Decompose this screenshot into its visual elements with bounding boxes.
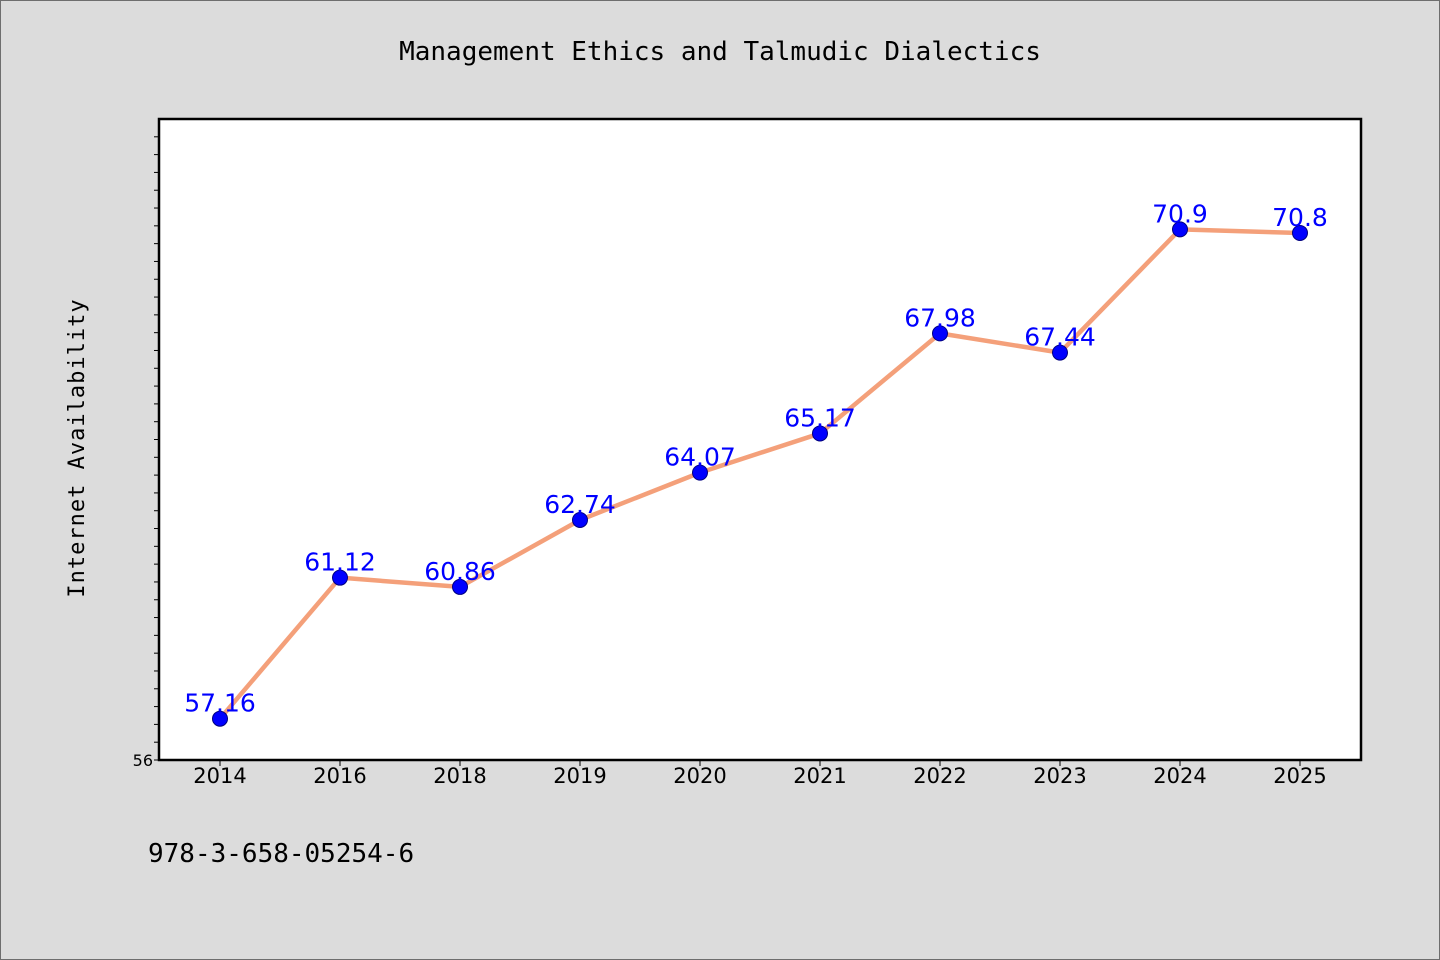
data-point [812, 425, 828, 442]
plot-area [157, 117, 1363, 762]
y-axis-label: Internet Availability [65, 298, 90, 597]
data-labels: 57.16 61.12 60.86 62.74 64.07 65.17 67.98 67.44… [184, 199, 1328, 717]
y-tick-label: 56 [133, 751, 153, 770]
x-tick-label: 2021 [793, 764, 846, 788]
data-label: 57.16 [184, 689, 256, 718]
data-point [692, 464, 708, 481]
data-point [212, 710, 228, 727]
data-label: 65.17 [784, 403, 856, 432]
data-point [332, 569, 348, 586]
data-label: 60.86 [424, 557, 496, 586]
data-label: 62.74 [544, 490, 616, 519]
x-tick-label: 2023 [1033, 764, 1086, 788]
x-tick-label: 2020 [673, 764, 726, 788]
x-tick-label: 2025 [1273, 764, 1326, 788]
data-label: 61.12 [304, 548, 376, 577]
data-label: 70.9 [1152, 199, 1208, 228]
data-point [1172, 221, 1188, 238]
data-label: 67.44 [1024, 323, 1096, 352]
data-point [1052, 344, 1068, 361]
x-tick-label: 2024 [1153, 764, 1206, 788]
data-point [572, 511, 588, 528]
data-markers [212, 221, 1308, 727]
data-label: 67.98 [904, 303, 976, 332]
data-label: 70.8 [1272, 203, 1328, 232]
y-axis-ticks: 56 [133, 136, 159, 770]
x-tick-label: 2018 [433, 764, 486, 788]
data-label: 64.07 [664, 443, 736, 472]
data-point [932, 325, 948, 342]
chart-title: Management Ethics and Talmudic Dialectic… [399, 37, 1041, 67]
data-point [1292, 224, 1308, 241]
x-tick-label: 2022 [913, 764, 966, 788]
data-point [452, 578, 468, 595]
x-axis-ticks: 2014 2016 2018 2019 2020 2021 2022 2023 2024 2025 [193, 760, 1327, 788]
series-line [218, 227, 1301, 721]
x-tick-label: 2014 [193, 764, 246, 788]
isbn-text: 978-3-658-05254-6 [148, 839, 414, 869]
x-tick-label: 2019 [553, 764, 606, 788]
x-tick-label: 2016 [313, 764, 366, 788]
